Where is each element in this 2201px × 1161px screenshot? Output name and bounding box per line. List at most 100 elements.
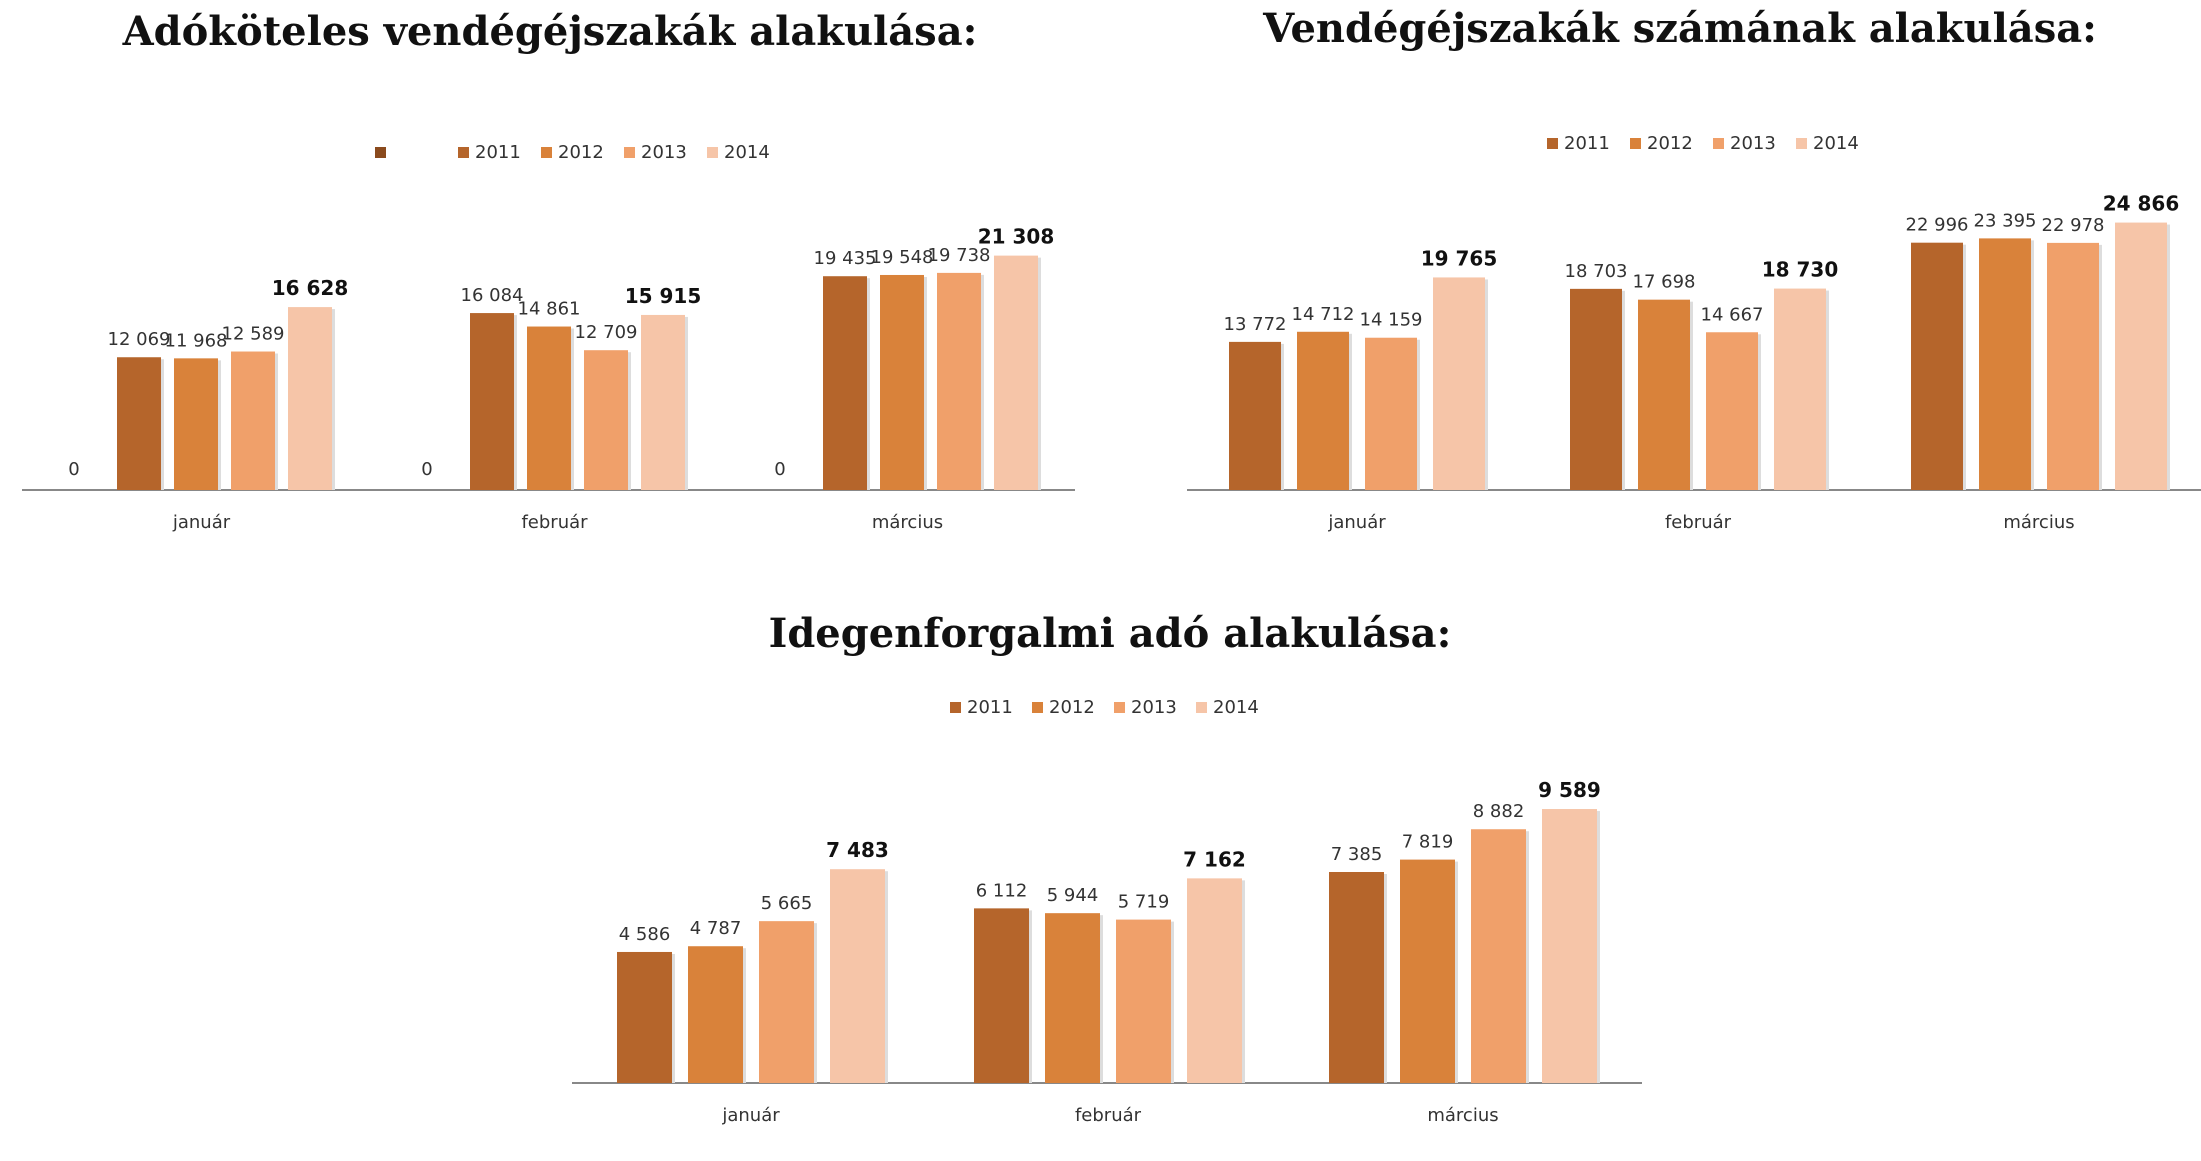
legend-swatch-2014 bbox=[1196, 702, 1207, 713]
category-tick-label: március bbox=[872, 512, 943, 533]
data-label: 0 bbox=[421, 459, 432, 480]
bar-2014-január bbox=[288, 307, 332, 490]
legend-swatch-2013 bbox=[1114, 702, 1125, 713]
data-label: 9 589 bbox=[1538, 778, 1601, 802]
category-tick-label: március bbox=[1427, 1105, 1498, 1126]
data-label: 4 586 bbox=[619, 924, 671, 945]
bar-2012-március bbox=[1400, 859, 1455, 1083]
bar-2013-március bbox=[937, 272, 981, 490]
legend-label-2011: 2011 bbox=[475, 142, 521, 163]
data-label: 7 819 bbox=[1402, 832, 1454, 853]
data-label: 8 882 bbox=[1473, 801, 1525, 822]
data-label: 24 866 bbox=[2103, 192, 2180, 216]
bar-2012-január bbox=[688, 946, 743, 1083]
legend-swatch-2011 bbox=[1547, 138, 1558, 149]
bar-2011-január bbox=[1229, 341, 1281, 490]
legend-swatch-2014 bbox=[707, 147, 718, 158]
bar-2014-március bbox=[994, 255, 1038, 490]
bar-2012-március bbox=[1979, 238, 2031, 490]
legend-label-2011: 2011 bbox=[967, 697, 1013, 718]
data-label: 19 435 bbox=[814, 248, 877, 269]
bar-2011-január bbox=[617, 951, 672, 1083]
data-label: 12 589 bbox=[222, 324, 285, 345]
legend-label-2013: 2013 bbox=[641, 142, 687, 163]
data-label: 6 112 bbox=[976, 880, 1028, 901]
bar-2011-március bbox=[1911, 242, 1963, 490]
bar-2011-február bbox=[470, 313, 514, 490]
data-label: 16 628 bbox=[272, 276, 349, 300]
bar-2014-március bbox=[2115, 222, 2167, 490]
bar-2011-január bbox=[117, 357, 161, 490]
data-label: 19 765 bbox=[1421, 246, 1498, 270]
data-label: 14 861 bbox=[518, 299, 581, 320]
bar-2012-január bbox=[1297, 331, 1349, 490]
data-label: 13 772 bbox=[1224, 314, 1287, 335]
legend-label-2013: 2013 bbox=[1730, 133, 1776, 154]
bar-2011-március bbox=[823, 276, 867, 490]
data-label: 17 698 bbox=[1633, 272, 1696, 293]
data-label: 0 bbox=[774, 459, 785, 480]
legend-label-2013: 2013 bbox=[1131, 697, 1177, 718]
legend-label-2011: 2011 bbox=[1564, 133, 1610, 154]
legend-swatch-2012 bbox=[541, 147, 552, 158]
bar-2012-január bbox=[174, 358, 218, 490]
bar-2013-február bbox=[584, 350, 628, 490]
data-label: 7 385 bbox=[1331, 844, 1383, 865]
legend-swatch-2011 bbox=[458, 147, 469, 158]
legend-swatch-2012 bbox=[1630, 138, 1641, 149]
data-label: 0 bbox=[68, 459, 79, 480]
legend-swatch-2011 bbox=[950, 702, 961, 713]
data-label: 19 738 bbox=[928, 245, 991, 266]
bar-2012-február bbox=[1638, 299, 1690, 490]
legend-label-2012: 2012 bbox=[558, 142, 604, 163]
data-label: 12 709 bbox=[575, 322, 638, 343]
data-label: 18 730 bbox=[1762, 258, 1839, 282]
legend-label-2012: 2012 bbox=[1049, 697, 1095, 718]
data-label: 19 548 bbox=[871, 247, 934, 268]
bar-2014-február bbox=[1187, 878, 1242, 1083]
data-label: 14 712 bbox=[1292, 304, 1355, 325]
data-label: 15 915 bbox=[625, 284, 702, 308]
data-label: 14 159 bbox=[1360, 310, 1423, 331]
data-label: 12 069 bbox=[108, 329, 171, 350]
bar-2013-március bbox=[1471, 829, 1526, 1083]
data-label: 4 787 bbox=[690, 918, 742, 939]
bar-2013-február bbox=[1706, 332, 1758, 490]
legend-swatch-2013 bbox=[624, 147, 635, 158]
legend-label-2014: 2014 bbox=[1813, 133, 1859, 154]
bar-2012-március bbox=[880, 274, 924, 490]
data-label: 7 162 bbox=[1183, 847, 1246, 871]
chart-3-title: Idegenforgalmi adó alakulása: bbox=[768, 610, 1452, 657]
data-label: 23 395 bbox=[1974, 210, 2037, 231]
legend-swatch-blank bbox=[375, 147, 386, 158]
chart-2-title: Vendégéjszakák számának alakulása: bbox=[1263, 5, 2097, 52]
data-label: 18 703 bbox=[1565, 261, 1628, 282]
data-label: 16 084 bbox=[461, 285, 524, 306]
bar-2013-február bbox=[1116, 919, 1171, 1083]
data-label: 14 667 bbox=[1701, 304, 1764, 325]
legend-label-2012: 2012 bbox=[1647, 133, 1693, 154]
data-label: 21 308 bbox=[978, 225, 1055, 249]
bar-2014-február bbox=[641, 314, 685, 490]
chart-1-title: Adóköteles vendégéjszakák alakulása: bbox=[122, 8, 978, 55]
data-label: 7 483 bbox=[826, 838, 889, 862]
category-tick-label: március bbox=[2003, 512, 2074, 533]
category-tick-label: január bbox=[172, 512, 231, 533]
bar-2013-január bbox=[1365, 337, 1417, 490]
category-tick-label: január bbox=[1327, 512, 1386, 533]
bar-2014-január bbox=[1433, 277, 1485, 490]
bar-2014-március bbox=[1542, 809, 1597, 1083]
legend-label-2014: 2014 bbox=[1213, 697, 1259, 718]
data-label: 5 719 bbox=[1118, 892, 1170, 913]
category-tick-label: február bbox=[1665, 512, 1732, 533]
bar-2011-február bbox=[1570, 288, 1622, 490]
legend-swatch-2013 bbox=[1713, 138, 1724, 149]
legend-swatch-2012 bbox=[1032, 702, 1043, 713]
category-tick-label: február bbox=[1075, 1105, 1142, 1126]
category-tick-label: február bbox=[521, 512, 588, 533]
bar-2011-február bbox=[974, 908, 1029, 1083]
bar-2013-január bbox=[231, 351, 275, 490]
